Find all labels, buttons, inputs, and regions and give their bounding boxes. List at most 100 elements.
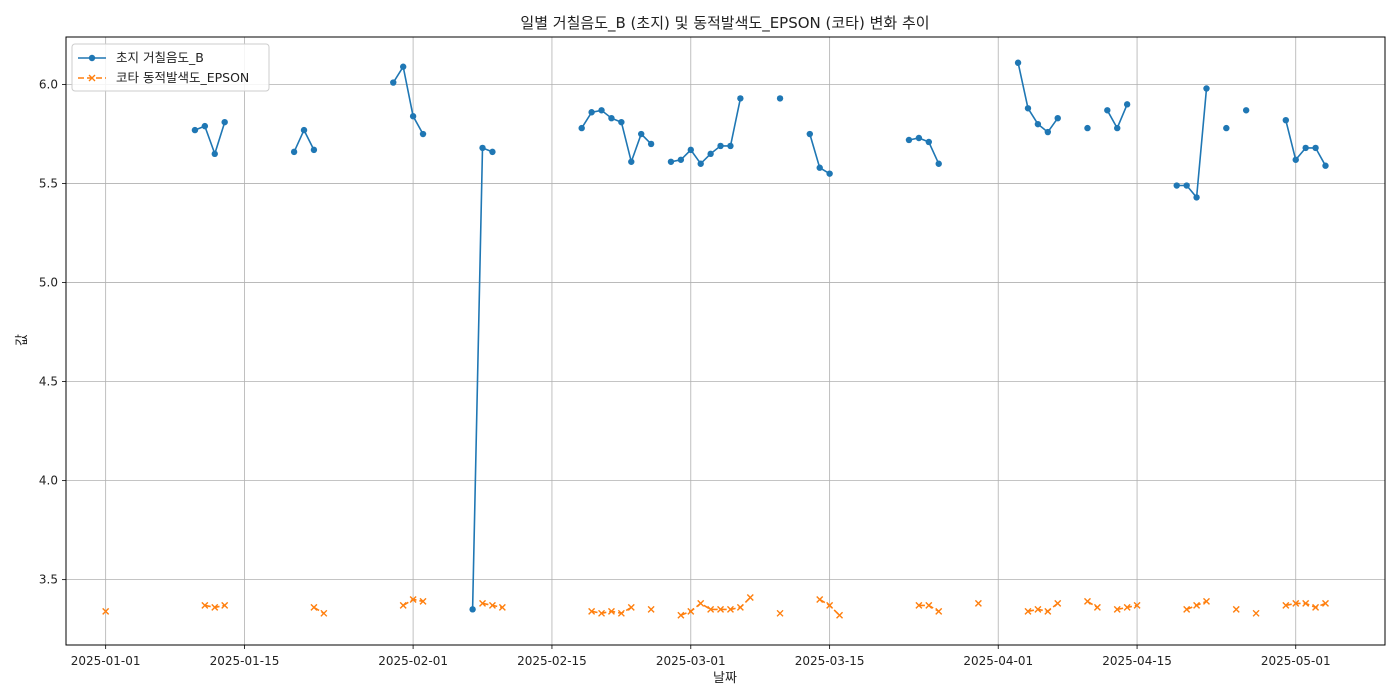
data-point — [1044, 607, 1052, 615]
data-point — [647, 605, 655, 613]
series-line — [1285, 120, 1327, 167]
plot-frame — [65, 36, 1386, 646]
data-point — [727, 142, 734, 150]
x-tick-label: 2025-05-01 — [1261, 654, 1331, 668]
y-tick-label: 5.5 — [39, 177, 58, 191]
data-point — [399, 63, 407, 70]
data-point — [1054, 114, 1061, 122]
data-point — [1114, 124, 1121, 132]
data-point — [1113, 605, 1121, 613]
legend-label: 코타 동적발색도_EPSON — [116, 70, 249, 85]
data-point — [1202, 597, 1210, 605]
data-point — [1292, 156, 1299, 163]
x-tick-label: 2025-01-15 — [210, 654, 280, 668]
data-point — [488, 601, 496, 609]
data-point — [469, 606, 476, 613]
data-point — [1034, 605, 1042, 613]
data-point — [935, 607, 943, 615]
data-point — [925, 138, 933, 146]
data-point — [221, 601, 229, 609]
data-point — [1302, 144, 1309, 152]
data-point — [211, 150, 218, 158]
data-point — [707, 605, 715, 613]
legend-item: 초지 거칠음도_B — [78, 50, 204, 65]
data-point — [1104, 107, 1111, 114]
data-point — [578, 124, 585, 132]
x-tick-label: 2025-01-01 — [71, 654, 141, 668]
data-point — [201, 122, 209, 130]
data-point — [1084, 124, 1091, 132]
data-point — [618, 118, 625, 126]
y-tick-label: 3.5 — [39, 573, 58, 587]
data-point — [409, 595, 417, 603]
data-point — [489, 148, 496, 156]
data-point — [598, 609, 606, 617]
data-point — [588, 109, 595, 116]
data-point — [687, 146, 694, 154]
data-point — [746, 593, 754, 601]
data-point — [1133, 601, 1141, 609]
data-point — [598, 107, 605, 114]
grid-lines — [66, 37, 1385, 645]
x-axis: 2025-01-01 2025-01-15 2025-02-01 2025-02-15… — [71, 645, 1331, 668]
data-point — [1083, 597, 1091, 605]
data-point — [667, 158, 675, 165]
legend-label: 초지 거칠음도_B — [116, 50, 204, 65]
data-point — [1193, 194, 1200, 201]
data-point — [647, 140, 655, 148]
data-point — [697, 599, 705, 607]
data-point — [638, 130, 645, 138]
data-point — [925, 601, 933, 609]
x-tick-label: 2025-03-01 — [656, 654, 726, 668]
data-point — [915, 601, 923, 609]
data-point — [697, 160, 704, 167]
legend-marker — [88, 74, 96, 82]
data-point — [627, 603, 635, 611]
data-point — [300, 126, 308, 134]
series-1 — [191, 59, 1329, 613]
data-point — [607, 607, 615, 615]
data-point — [290, 148, 298, 156]
data-point — [191, 126, 199, 134]
legend-item: 코타 동적발색도_EPSON — [78, 70, 249, 85]
data-point — [905, 136, 913, 144]
data-point — [737, 95, 744, 102]
series-line — [471, 146, 493, 610]
data-point — [1183, 605, 1191, 613]
y-tick-label: 4.5 — [39, 375, 58, 389]
data-point — [816, 595, 824, 603]
series-layer — [102, 59, 1329, 619]
legend-marker — [88, 54, 96, 62]
data-point — [1282, 116, 1290, 124]
data-point — [677, 611, 685, 619]
data-point — [1014, 59, 1022, 66]
data-point — [816, 164, 823, 171]
data-point — [776, 95, 784, 102]
series-line — [670, 98, 742, 165]
data-point — [1173, 182, 1180, 189]
data-point — [1183, 182, 1190, 189]
y-tick-label: 5.0 — [39, 276, 58, 290]
data-point — [1024, 607, 1032, 615]
data-point — [479, 599, 487, 607]
data-point — [1252, 609, 1260, 617]
series-line — [908, 137, 940, 165]
chart-title: 일별 거칠음도_B (초지) 및 동적발색도_EPSON (코타) 변화 추이 — [520, 14, 929, 33]
data-point — [1223, 124, 1230, 132]
series-line — [1176, 88, 1208, 200]
data-point — [836, 611, 844, 619]
data-point — [1282, 601, 1290, 609]
data-point — [320, 609, 328, 617]
data-point — [1322, 599, 1329, 607]
x-tick-label: 2025-04-15 — [1102, 654, 1172, 668]
data-point — [1292, 599, 1300, 607]
data-point — [1024, 105, 1032, 112]
data-point — [915, 134, 923, 142]
y-axis: 3.5 4.0 4.5 5.0 5.5 6.0 — [39, 78, 66, 587]
data-point — [1312, 603, 1320, 611]
data-point — [826, 601, 834, 609]
legend: 초지 거칠음도_B 코타 동적발색도_EPSON — [71, 43, 270, 92]
data-point — [776, 609, 784, 617]
